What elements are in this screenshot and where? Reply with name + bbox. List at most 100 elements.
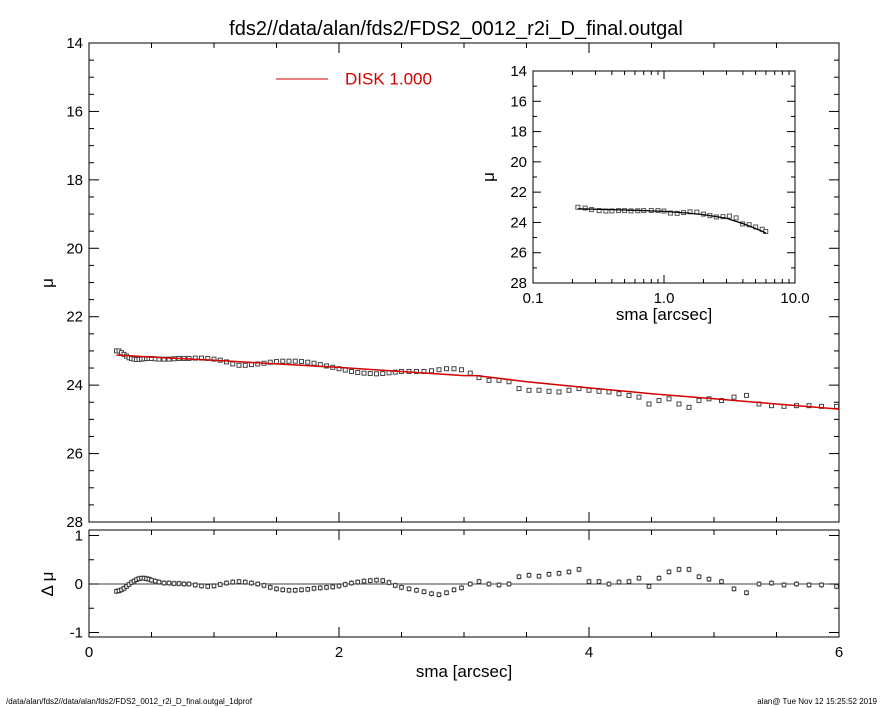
legend-label: DISK 1.000 (345, 69, 432, 88)
residual-x-axis-label: sma [arcsec] (416, 662, 512, 681)
residual-y-tick-label: 1 (75, 528, 83, 545)
inset-data-point (674, 210, 680, 216)
residual-data-point (756, 581, 762, 587)
main-data-point (744, 392, 749, 398)
residual-data-point (719, 579, 724, 584)
residual-data-point (230, 579, 236, 585)
main-data-point (305, 359, 311, 365)
residual-data-point (444, 590, 449, 596)
residual-data-point (255, 581, 261, 587)
residual-data-point (596, 579, 602, 584)
footer-file-path: /data/alan/fds2//data/alan/fds2/FDS2_001… (6, 697, 253, 706)
main-data-point (286, 358, 292, 364)
inset-x-tick-label: 1.0 (654, 290, 675, 307)
residual-data-point (626, 579, 632, 584)
residual-data-point (516, 574, 522, 580)
residual-data-point (706, 576, 712, 582)
main-y-tick-label: 24 (66, 377, 83, 394)
inset-data-point (733, 215, 739, 221)
residual-data-point (152, 578, 158, 584)
main-data-point (299, 359, 304, 365)
residual-data-point (566, 569, 572, 575)
residual-data-point (224, 580, 229, 586)
main-data-point (646, 401, 652, 407)
residual-data-point (794, 581, 799, 587)
main-data-point (626, 392, 632, 398)
main-data-point (436, 367, 442, 373)
residual-data-point (205, 584, 211, 589)
inset-data-point (726, 213, 732, 219)
main-data-point (666, 396, 672, 402)
main-data-point (224, 359, 229, 365)
residual-data-point (192, 582, 198, 588)
residual-data-point (374, 577, 379, 583)
main-data-point (656, 398, 662, 404)
main-axis-ticks: 14 16 18 20 22 24 26 28 (66, 35, 840, 531)
residual-data-point (211, 583, 217, 589)
main-data-point (192, 355, 198, 361)
residual-data-point (536, 573, 542, 579)
inset-data-point (667, 210, 673, 216)
residual-data-point (486, 581, 492, 587)
residual-data-point (806, 582, 812, 588)
residual-data-point (330, 584, 336, 590)
residual-data-point (286, 588, 292, 593)
main-panel: 14 16 18 20 22 24 26 28 μ DISK 1.000 (38, 35, 840, 531)
main-y-tick-label: 20 (66, 240, 83, 257)
residual-data-point (666, 569, 672, 575)
residual-data-point (576, 567, 582, 572)
main-data-point (834, 403, 839, 409)
main-data-point (374, 371, 379, 377)
main-data-point (361, 370, 367, 376)
residual-y-tick-label: -1 (70, 625, 83, 642)
residual-data-point (526, 572, 532, 578)
residual-y-tick-label: 0 (75, 576, 83, 593)
main-data-point (556, 389, 562, 395)
residual-data-point (261, 583, 267, 588)
inset-data-point (628, 208, 634, 214)
residual-data-point (636, 575, 642, 581)
main-data-point (516, 386, 522, 392)
main-data-point (596, 388, 602, 394)
residual-data-point (367, 578, 373, 583)
residual-data-point (236, 579, 242, 584)
residual-data-point (166, 580, 172, 586)
main-data-point (380, 371, 386, 377)
main-data-point (546, 388, 552, 394)
residual-data-point (349, 580, 354, 586)
main-data-point (280, 358, 286, 364)
inset-data-point (582, 205, 588, 211)
residual-data-point (249, 580, 254, 586)
main-data-point (586, 387, 592, 393)
residual-data-point (414, 588, 419, 593)
main-data-point (486, 377, 492, 383)
main-y-tick-label: 22 (66, 309, 83, 326)
residual-data-point (656, 575, 662, 581)
main-data-point (236, 362, 242, 368)
residual-data-point (506, 581, 512, 587)
inset-x-tick-label: 0.1 (523, 290, 544, 307)
main-data-point (467, 370, 473, 376)
residual-data-point (299, 587, 304, 593)
residual-data-point (744, 590, 749, 596)
main-data-point (444, 366, 449, 372)
main-data-point (355, 369, 361, 375)
residual-data-point (436, 592, 442, 597)
residual-data-point (769, 580, 774, 586)
residual-data-point (467, 581, 473, 587)
inset-data-point (596, 208, 602, 214)
residual-data-point (324, 585, 329, 590)
inset-y-tick-label: 16 (510, 93, 527, 110)
residual-data-point (406, 586, 412, 592)
residual-data-point (176, 581, 182, 586)
residual-data-point (731, 586, 737, 592)
inset-y-tick-label: 28 (510, 275, 527, 292)
residual-data-point (781, 582, 787, 588)
residual-data-point (161, 580, 167, 586)
residual-data-point (686, 567, 692, 572)
residual-x-tick-label: 2 (335, 644, 343, 661)
main-data-point (566, 387, 572, 393)
inset-x-axis-label: sma [arcsec] (616, 305, 712, 324)
residual-data-point (217, 582, 223, 587)
main-y-axis-label: μ (38, 278, 57, 288)
